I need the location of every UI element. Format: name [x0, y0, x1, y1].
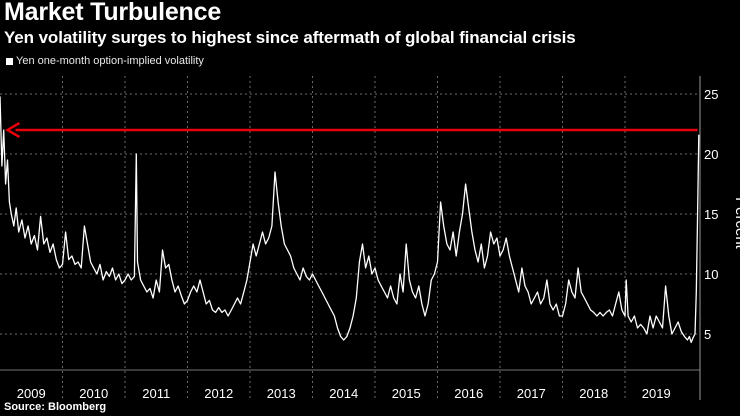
x-tick-label: 2017: [517, 386, 546, 401]
y-tick-label: 25: [704, 87, 718, 102]
x-tick-label: 2016: [454, 386, 483, 401]
chart-legend: Yen one-month option-implied volatility: [6, 55, 204, 67]
source-note: Source: Bloomberg: [4, 401, 107, 413]
x-tick-label: 2009: [17, 386, 46, 401]
x-tick-label: 2019: [642, 386, 671, 401]
legend-label: Yen one-month option-implied volatility: [16, 55, 204, 67]
x-tick-label: 2010: [79, 386, 108, 401]
x-tick-label: 2015: [392, 386, 421, 401]
x-tick-label: 2018: [579, 386, 608, 401]
x-tick-label: 2013: [267, 386, 296, 401]
y-tick-label: 10: [704, 267, 718, 282]
y-tick-label: 15: [704, 207, 718, 222]
chart-title: Market Turbulence: [4, 0, 222, 26]
y-axis-label: Percent: [732, 197, 740, 250]
chart-subtitle: Yen volatility surges to highest since a…: [4, 28, 576, 47]
y-tick-label: 20: [704, 147, 718, 162]
annotation-arrow-head: [5, 121, 21, 139]
series-line: [0, 96, 700, 344]
legend-swatch: [6, 57, 13, 65]
x-tick-label: 2014: [329, 386, 358, 401]
x-tick-label: 2011: [142, 386, 170, 401]
x-tick-label: 2012: [204, 386, 233, 401]
y-tick-label: 5: [704, 327, 711, 342]
